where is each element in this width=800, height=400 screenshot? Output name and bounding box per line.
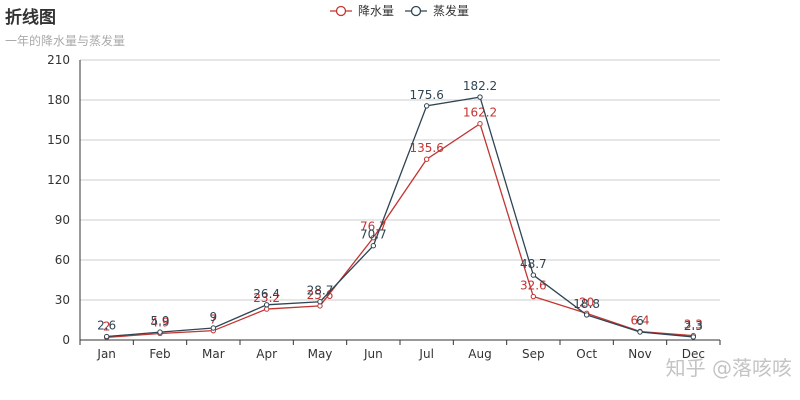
- y-tick-label: 60: [55, 253, 70, 267]
- legend-marker: [410, 5, 422, 17]
- data-label: 23.2: [253, 291, 280, 305]
- x-tick-label: Oct: [576, 347, 597, 361]
- x-tick-label: Sep: [522, 347, 545, 361]
- data-point: [423, 156, 430, 162]
- x-tick-label: Apr: [256, 347, 277, 361]
- y-tick-label: 150: [47, 133, 70, 147]
- data-label: 48.7: [520, 257, 547, 271]
- y-tick-label: 30: [55, 293, 70, 307]
- data-label: 20: [579, 295, 594, 309]
- x-tick-label: Aug: [468, 347, 491, 361]
- data-label: 3.3: [684, 318, 703, 332]
- data-point: [530, 272, 537, 278]
- data-point: [157, 329, 163, 335]
- series-line: [106, 122, 694, 338]
- data-label: 9: [210, 310, 218, 324]
- x-tick-label: Jun: [363, 347, 383, 361]
- data-label: 2.6: [97, 319, 116, 333]
- data-point: [530, 293, 537, 300]
- data-label: 6.4: [630, 313, 649, 327]
- x-tick-label: Mar: [202, 347, 225, 361]
- data-point: [210, 325, 217, 331]
- data-label: 18.8: [573, 297, 600, 311]
- data-point: [103, 333, 110, 340]
- series-line: [106, 96, 694, 338]
- data-label: 2.3: [684, 319, 703, 333]
- y-tick-label: 120: [47, 173, 70, 187]
- data-label: 26.4: [253, 287, 280, 301]
- data-label: 162.2: [463, 106, 497, 120]
- data-label: 70.7: [360, 228, 387, 242]
- data-point: [317, 299, 323, 305]
- data-label: 76.7: [360, 220, 387, 234]
- data-label: 182.2: [463, 79, 497, 93]
- y-tick-label: 210: [47, 53, 70, 67]
- data-point: [263, 302, 270, 308]
- y-tick-label: 0: [62, 333, 70, 347]
- data-point: [477, 94, 483, 100]
- data-label: 135.6: [409, 141, 443, 155]
- y-tick-label: 90: [55, 213, 70, 227]
- data-label: 5.9: [150, 314, 169, 328]
- data-label: 7: [210, 313, 218, 327]
- data-point: [423, 103, 430, 109]
- x-tick-label: Jul: [418, 347, 433, 361]
- chart-subtitle: 一年的降水量与蒸发量: [5, 34, 126, 48]
- data-label: 28.7: [307, 284, 334, 298]
- x-tick-label: Jan: [96, 347, 116, 361]
- data-point: [263, 306, 270, 312]
- data-label: 6: [636, 314, 644, 328]
- data-label: 25.6: [307, 288, 334, 302]
- data-point: [637, 329, 643, 335]
- data-label: 32.6: [520, 279, 547, 293]
- data-label: 175.6: [409, 88, 443, 102]
- data-point: [477, 121, 483, 127]
- data-label: 2: [103, 319, 111, 333]
- legend-label: 降水量: [358, 4, 394, 18]
- data-point: [370, 235, 377, 241]
- legend-marker: [335, 5, 347, 17]
- data-point: [583, 312, 590, 318]
- data-point: [370, 243, 377, 249]
- x-tick-label: Dec: [682, 347, 705, 361]
- legend-label: 蒸发量: [433, 3, 469, 18]
- data-label: 4.9: [150, 315, 169, 329]
- chart-title: 折线图: [5, 8, 56, 28]
- x-tick-label: Feb: [149, 347, 170, 361]
- data-point: [690, 334, 697, 340]
- watermark: 知乎 @落咳咳: [665, 356, 792, 380]
- x-tick-label: May: [308, 347, 333, 361]
- y-tick-label: 180: [47, 93, 70, 107]
- x-tick-label: Nov: [628, 347, 651, 361]
